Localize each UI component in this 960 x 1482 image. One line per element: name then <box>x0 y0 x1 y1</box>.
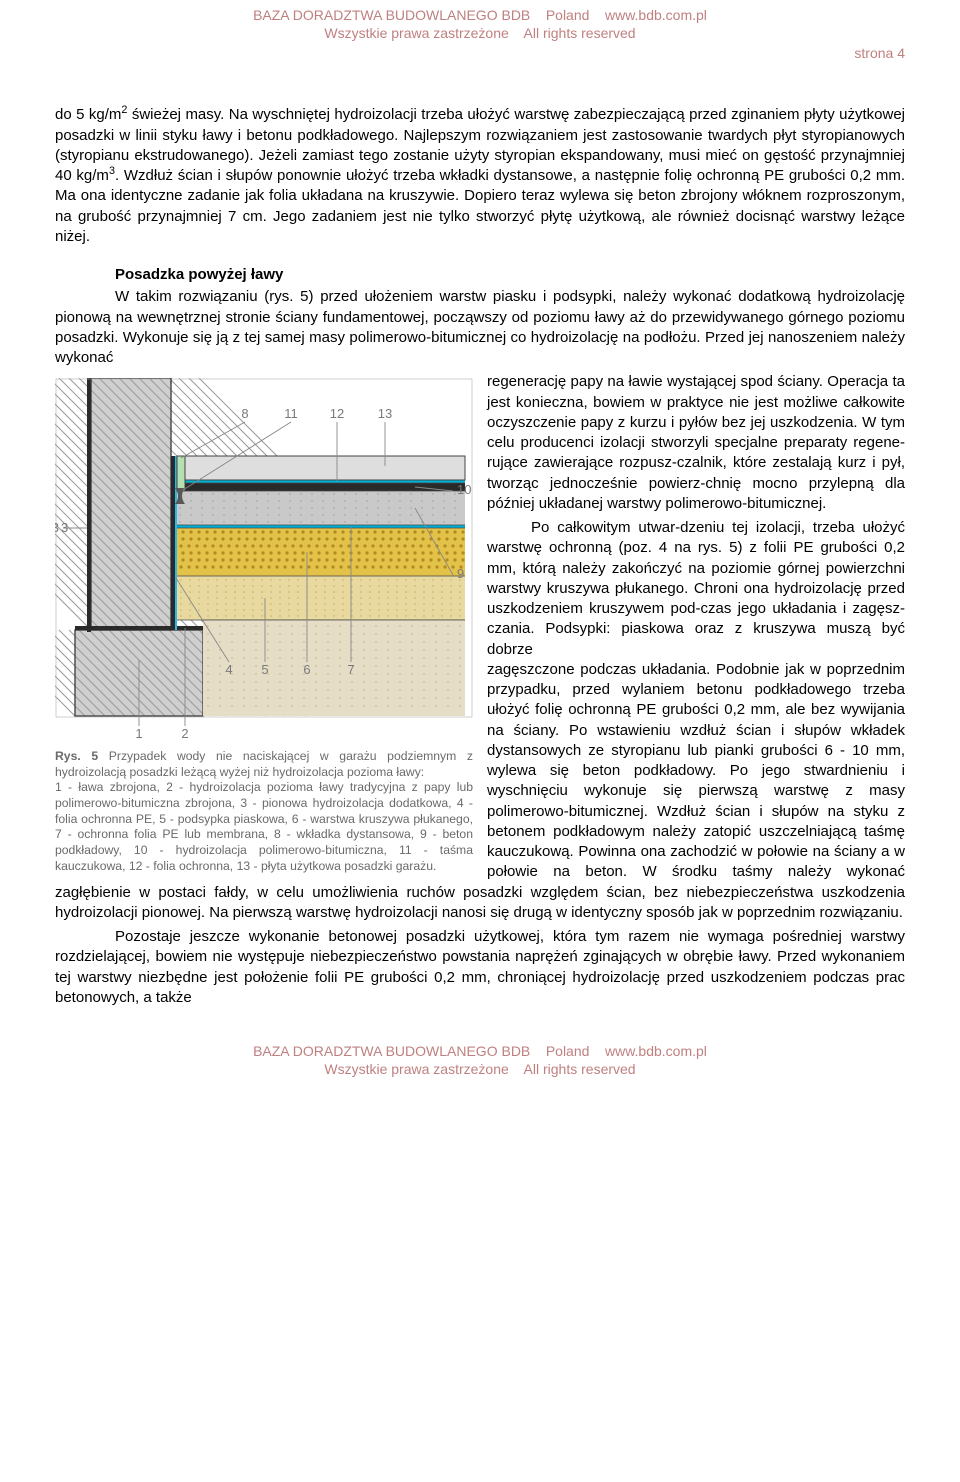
header-line-1: BAZA DORADZTWA BUDOWLANEGO BDB Poland ww… <box>55 6 905 24</box>
svg-text:3: 3 <box>61 520 68 535</box>
flow-text-2-body: Po całkowitym utwar-dzeniu tej izolacji,… <box>487 519 905 658</box>
svg-text:12: 12 <box>330 406 344 421</box>
svg-text:11: 11 <box>284 406 298 421</box>
svg-text:5: 5 <box>261 662 268 677</box>
svg-text:13: 13 <box>378 406 392 421</box>
header-line-2: Wszystkie prawa zastrzeżone All rights r… <box>55 24 905 42</box>
figure-5-caption-list: 1 - ława zbrojona, 2 - hydroizolacja poz… <box>55 780 473 872</box>
figure-5-caption-body: Przypadek wody nie naciskającej w garażu… <box>55 749 473 779</box>
figure-5: 331245678111213109 Rys. 5 Przypadek wody… <box>55 378 473 874</box>
section-title: Posadzka powyżej ławy <box>55 265 905 285</box>
figure-5-caption: Rys. 5 Przypadek wody nie naciskającej w… <box>55 749 473 874</box>
svg-text:9: 9 <box>457 566 464 581</box>
footer-line-2: Wszystkie prawa zastrzeżone All rights r… <box>55 1060 905 1078</box>
page-number: strona 4 <box>55 44 905 63</box>
figure-5-diagram: 331245678111213109 <box>55 378 473 743</box>
svg-text:4: 4 <box>225 662 232 677</box>
page-header: BAZA DORADZTWA BUDOWLANEGO BDB Poland ww… <box>55 0 905 42</box>
footer-line-1: BAZA DORADZTWA BUDOWLANEGO BDB Poland ww… <box>55 1042 905 1060</box>
svg-text:6: 6 <box>303 662 310 677</box>
figure-5-caption-lead: Rys. 5 <box>55 749 98 763</box>
paragraph-3: Pozostaje jeszcze wykonanie betonowej po… <box>55 927 905 1008</box>
svg-text:2: 2 <box>181 726 188 741</box>
figure-text-flow: 331245678111213109 Rys. 5 Przypadek wody… <box>55 372 905 923</box>
p1-post: . Wzdłuż ścian i słupów ponownie ułożyć … <box>55 167 905 245</box>
svg-text:10: 10 <box>457 482 471 497</box>
paragraph-2-lead: W takim rozwiązaniu (rys. 5) przed ułoże… <box>55 287 905 368</box>
svg-text:1: 1 <box>135 726 142 741</box>
svg-text:8: 8 <box>241 406 248 421</box>
p3-body: Pozostaje jeszcze wykonanie betonowej po… <box>55 928 905 1006</box>
svg-text:3: 3 <box>55 520 59 535</box>
svg-text:7: 7 <box>347 662 354 677</box>
page-footer: BAZA DORADZTWA BUDOWLANEGO BDB Poland ww… <box>55 1042 905 1078</box>
p1-pre: do 5 kg/m <box>55 106 121 123</box>
paragraph-1: do 5 kg/m2 świeżej masy. Na wyschniętej … <box>55 105 905 247</box>
p2-lead: W takim rozwiązaniu (rys. 5) przed ułoże… <box>55 288 905 366</box>
